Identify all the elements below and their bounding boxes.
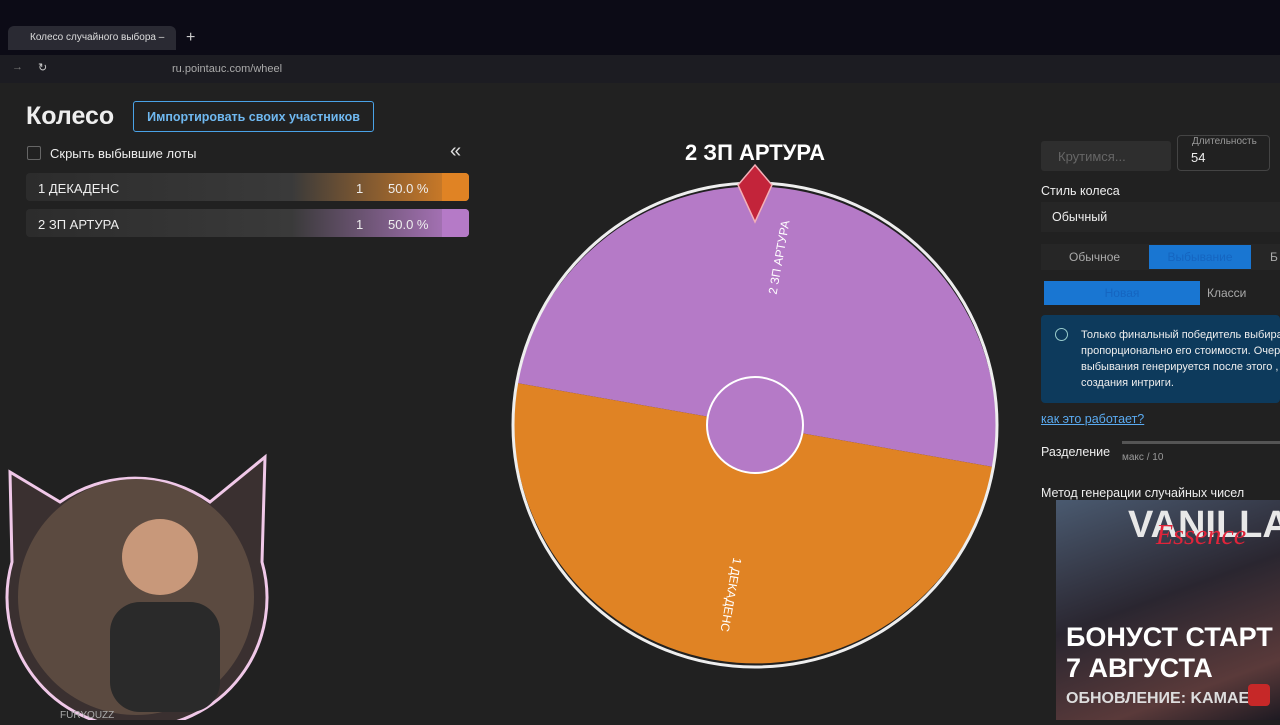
- mode-tab[interactable]: Обычное: [1069, 250, 1121, 264]
- lot-row: 1 ДЕКАДЕНС 1 50.0 %: [26, 173, 469, 201]
- lot-percent: 50.0 %: [388, 217, 429, 232]
- address-bar: → ↻ ru.pointauc.com/wheel: [0, 55, 1280, 83]
- tab-bar: Колесо случайного выбора – +: [0, 0, 1280, 55]
- ad-overlay: VANILLA Essence БОНУСТ СТАРТ 7 АВГУСТА О…: [1056, 500, 1280, 720]
- mode-tab[interactable]: Б: [1270, 250, 1278, 264]
- nav-forward[interactable]: →: [12, 61, 23, 73]
- ad-line: 7 АВГУСТА: [1066, 653, 1213, 683]
- duration-input[interactable]: Длительность 54: [1177, 135, 1270, 171]
- split-hint: макс / 10: [1122, 452, 1164, 463]
- lot-row: 2 ЗП АРТУРА 1 50.0 %: [26, 209, 469, 237]
- pointer: [737, 163, 773, 224]
- tab-title: Колесо случайного выбора –: [30, 32, 165, 43]
- lot-amount: 1: [356, 181, 364, 196]
- wheel-segment: [513, 383, 994, 664]
- ad-line: ОБНОВЛЕНИЕ: KAMAEL: [1066, 690, 1259, 707]
- cam-face: [122, 519, 198, 595]
- style-label: Стиль колеса: [1041, 184, 1120, 198]
- split-label: Разделение: [1041, 445, 1111, 459]
- info-box: Только финальный победитель выбира пропо…: [1041, 315, 1280, 403]
- sub-tab[interactable]: Класси: [1207, 286, 1247, 300]
- page-title: Колесо: [26, 102, 115, 130]
- ad-title: VANILLA: [1128, 504, 1280, 546]
- ad-script: Essence: [1156, 520, 1247, 551]
- collapse[interactable]: «: [450, 140, 462, 162]
- random-label: Метод генерации случайных чисел: [1041, 486, 1245, 500]
- ad-icon: [1248, 684, 1270, 706]
- spin-button[interactable]: Крутимся...: [1041, 141, 1171, 171]
- reload[interactable]: ↻: [38, 62, 48, 74]
- info-icon: [1055, 328, 1068, 341]
- sub-tab[interactable]: Новая: [1044, 281, 1200, 305]
- info-line: создания интриги.: [1081, 377, 1174, 389]
- style-select[interactable]: Обычный: [1041, 202, 1280, 232]
- new-tab[interactable]: +: [186, 29, 196, 46]
- ad-line: БОНУСТ СТАРТ: [1066, 622, 1273, 652]
- duration-label: Длительность: [1192, 136, 1257, 147]
- info-line: пропорционально его стоимости. Очер: [1081, 345, 1280, 357]
- split-slider[interactable]: [1122, 441, 1280, 444]
- browser-tab[interactable]: Колесо случайного выбора –: [8, 26, 176, 50]
- wheel-segment: [516, 186, 997, 467]
- lot-icon[interactable]: [442, 209, 469, 237]
- webcam-frame: [5, 453, 269, 725]
- lot-name: 2 ЗП АРТУРА: [38, 217, 120, 232]
- lot-icon[interactable]: [442, 173, 469, 201]
- url[interactable]: ru.pointauc.com/wheel: [172, 63, 283, 75]
- lot-name: 1 ДЕКАДЕНС: [38, 181, 120, 196]
- lot-percent: 50.0 %: [388, 181, 429, 196]
- lot-amount: 1: [356, 217, 364, 232]
- checkbox-label: Скрыть выбывшие лоты: [50, 146, 197, 161]
- info-line: Только финальный победитель выбира: [1081, 329, 1280, 341]
- wheel-center: [706, 376, 804, 474]
- info-line: выбывания генерируется после этого ,: [1081, 361, 1279, 373]
- checkbox[interactable]: [27, 146, 41, 160]
- cam-name: FURYOUZZ: [60, 710, 115, 721]
- mode-tab[interactable]: Выбывание: [1149, 245, 1251, 269]
- import-button[interactable]: Импортировать своих участников: [133, 101, 374, 132]
- help-link[interactable]: как это работает?: [1041, 412, 1145, 426]
- winner: 2 ЗП АРТУРА: [685, 140, 825, 165]
- cam-body: [110, 602, 220, 712]
- duration-value: 54: [1191, 150, 1206, 165]
- webcam-overlay: FURYOUZZ: [0, 452, 272, 725]
